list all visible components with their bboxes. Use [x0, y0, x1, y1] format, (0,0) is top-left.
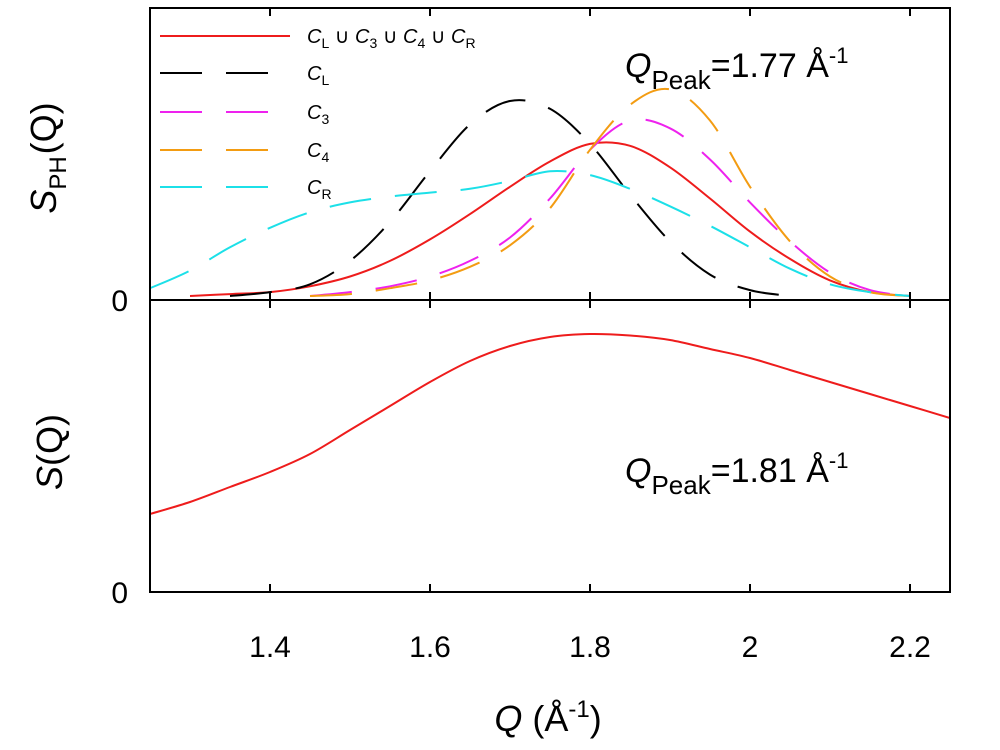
bottom-panel: S(Q) 0 QPeak=1.81 Å-1 1.4 1.6 1.8 2 2.2 Q (Å…	[29, 8, 951, 739]
bottom-ytick-0: 0	[111, 577, 128, 610]
top-series-line-4	[150, 169, 911, 297]
x-tick-label-1: 1.6	[409, 631, 451, 664]
bottom-series-line-0	[150, 332, 950, 515]
top-series-line-3	[309, 87, 911, 297]
top-ylabel: SPH(Q)	[23, 102, 72, 213]
top-series-line-2	[309, 118, 911, 297]
bottom-ylabel: S(Q)	[29, 414, 70, 490]
top-series-line-1	[229, 99, 791, 297]
legend-label-cl: CL	[307, 63, 329, 88]
x-axis-label: Q (Å-1)	[494, 696, 601, 739]
x-tick-label-0: 1.4	[249, 631, 291, 664]
top-series-line-0	[189, 141, 911, 297]
bottom-plot-frame	[149, 299, 951, 593]
x-tick-label-4: 2.2	[889, 631, 931, 664]
top-ytick-0: 0	[111, 285, 128, 318]
legend-label-c3: C3	[307, 102, 329, 127]
bottom-peak-annotation: QPeak=1.81 Å-1	[625, 448, 848, 500]
top-peak-annotation: QPeak=1.77 Å-1	[625, 43, 848, 95]
legend-label-cr: CR	[307, 177, 332, 202]
legend-label-union: CL ∪ C3 ∪ C4 ∪ CR	[307, 26, 476, 51]
legend: CL ∪ C3 ∪ C4 ∪ CR CL C3 C4 CR	[160, 26, 476, 202]
bottom-series-group	[150, 332, 950, 515]
x-tick-group: 1.4 1.6 1.8 2 2.2	[249, 8, 931, 664]
top-series-group	[150, 87, 911, 297]
x-tick-label-3: 2	[742, 631, 759, 664]
x-tick-label-2: 1.8	[569, 631, 611, 664]
legend-label-c4: C4	[307, 140, 329, 165]
top-panel: SPH(Q) 0 QPeak=1.77 Å-1 CL ∪ C3 ∪ C4 ∪ C…	[23, 7, 951, 318]
